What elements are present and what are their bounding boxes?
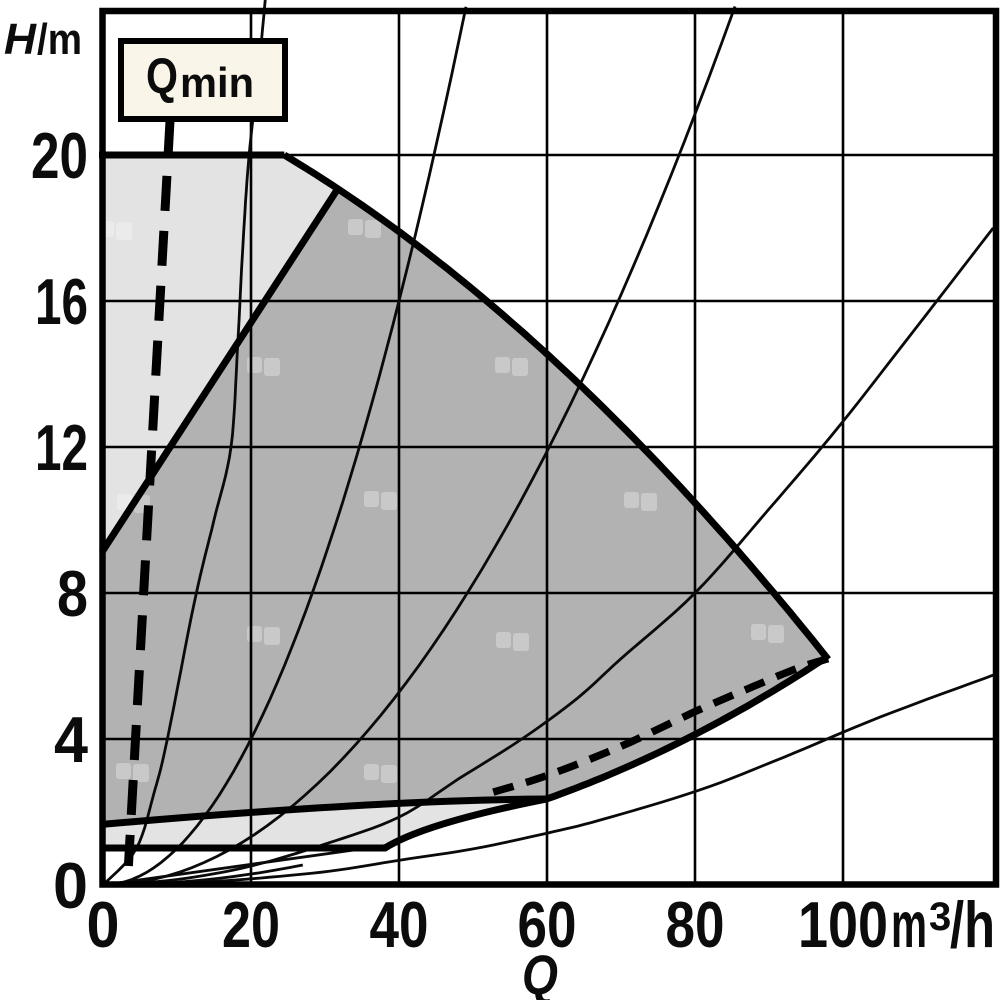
svg-text:40: 40 xyxy=(370,888,429,961)
svg-text:Q: Q xyxy=(522,943,558,1000)
svg-text:100: 100 xyxy=(798,888,888,961)
svg-text:H: H xyxy=(4,15,37,64)
svg-text:3: 3 xyxy=(929,895,951,939)
svg-text:Q: Q xyxy=(146,48,178,104)
svg-text:8: 8 xyxy=(57,557,88,630)
svg-text:4: 4 xyxy=(54,703,88,776)
svg-text:20: 20 xyxy=(31,119,88,192)
svg-text:/m: /m xyxy=(37,15,82,64)
svg-text:0: 0 xyxy=(87,888,120,961)
svg-text:/h: /h xyxy=(950,888,995,961)
svg-text:20: 20 xyxy=(222,888,280,961)
svg-text:60: 60 xyxy=(518,888,577,961)
svg-text:min: min xyxy=(180,59,254,106)
svg-text:16: 16 xyxy=(35,265,88,338)
svg-text:m: m xyxy=(891,888,927,961)
svg-text:80: 80 xyxy=(666,888,725,961)
svg-text:0: 0 xyxy=(53,849,88,922)
svg-text:12: 12 xyxy=(35,411,88,484)
